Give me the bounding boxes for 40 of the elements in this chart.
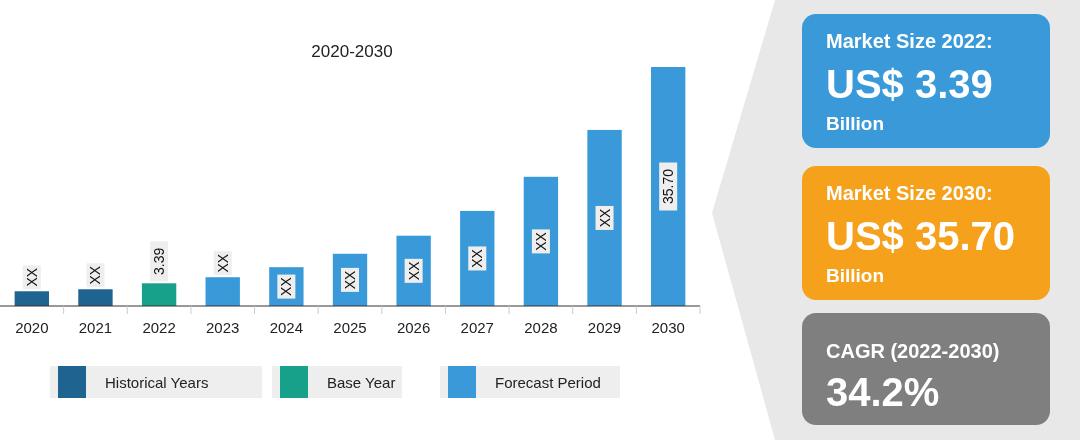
text: CAGR (2022-2030) (826, 340, 1000, 362)
data-label: XX (87, 265, 104, 285)
x-tick-label: 2026 (396, 319, 431, 336)
text: Market Size 2022: (826, 30, 993, 52)
data-label: XX (23, 267, 40, 287)
text: Billion (826, 265, 885, 286)
x-tick-label: 2022 (142, 319, 176, 336)
x-tick-label: 2025 (333, 319, 367, 336)
text: 34.2% (826, 370, 940, 414)
data-label: XX (469, 248, 486, 268)
data-label: 35.70 (660, 168, 677, 205)
text: Market Size 2030: (826, 182, 993, 204)
bar (78, 289, 113, 306)
x-tick-label: 2023 (206, 319, 240, 336)
bar (651, 67, 686, 306)
x-tick-label: 2030 (651, 319, 685, 336)
data-label: XX (214, 253, 231, 273)
data-label: XX (532, 231, 549, 251)
text: Billion (826, 113, 885, 134)
bar (523, 176, 559, 306)
chart-title: 2020-2030 (311, 42, 393, 61)
data-label: XX (405, 260, 422, 281)
bar (14, 291, 49, 306)
x-tick-label: 2020 (15, 319, 49, 336)
text: US$ 35.70 (826, 214, 1016, 258)
legend-label: Forecast Period (495, 374, 601, 391)
x-tick-label: 2027 (460, 319, 494, 336)
legend-label: Historical Years (105, 374, 209, 391)
x-tick-label: 2021 (78, 319, 113, 336)
x-tick-label: 2024 (269, 319, 304, 336)
data-label: XX (596, 207, 613, 228)
x-tick-label: 2029 (587, 319, 622, 336)
data-label: XX (278, 276, 295, 296)
text: US$ 3.39 (826, 62, 993, 106)
x-tick-label: 2028 (524, 319, 558, 336)
data-label: 3.39 (151, 247, 168, 275)
bar (205, 277, 240, 306)
bar (587, 129, 622, 306)
legend-label: Base Year (327, 374, 396, 391)
data-label: XX (342, 269, 358, 290)
